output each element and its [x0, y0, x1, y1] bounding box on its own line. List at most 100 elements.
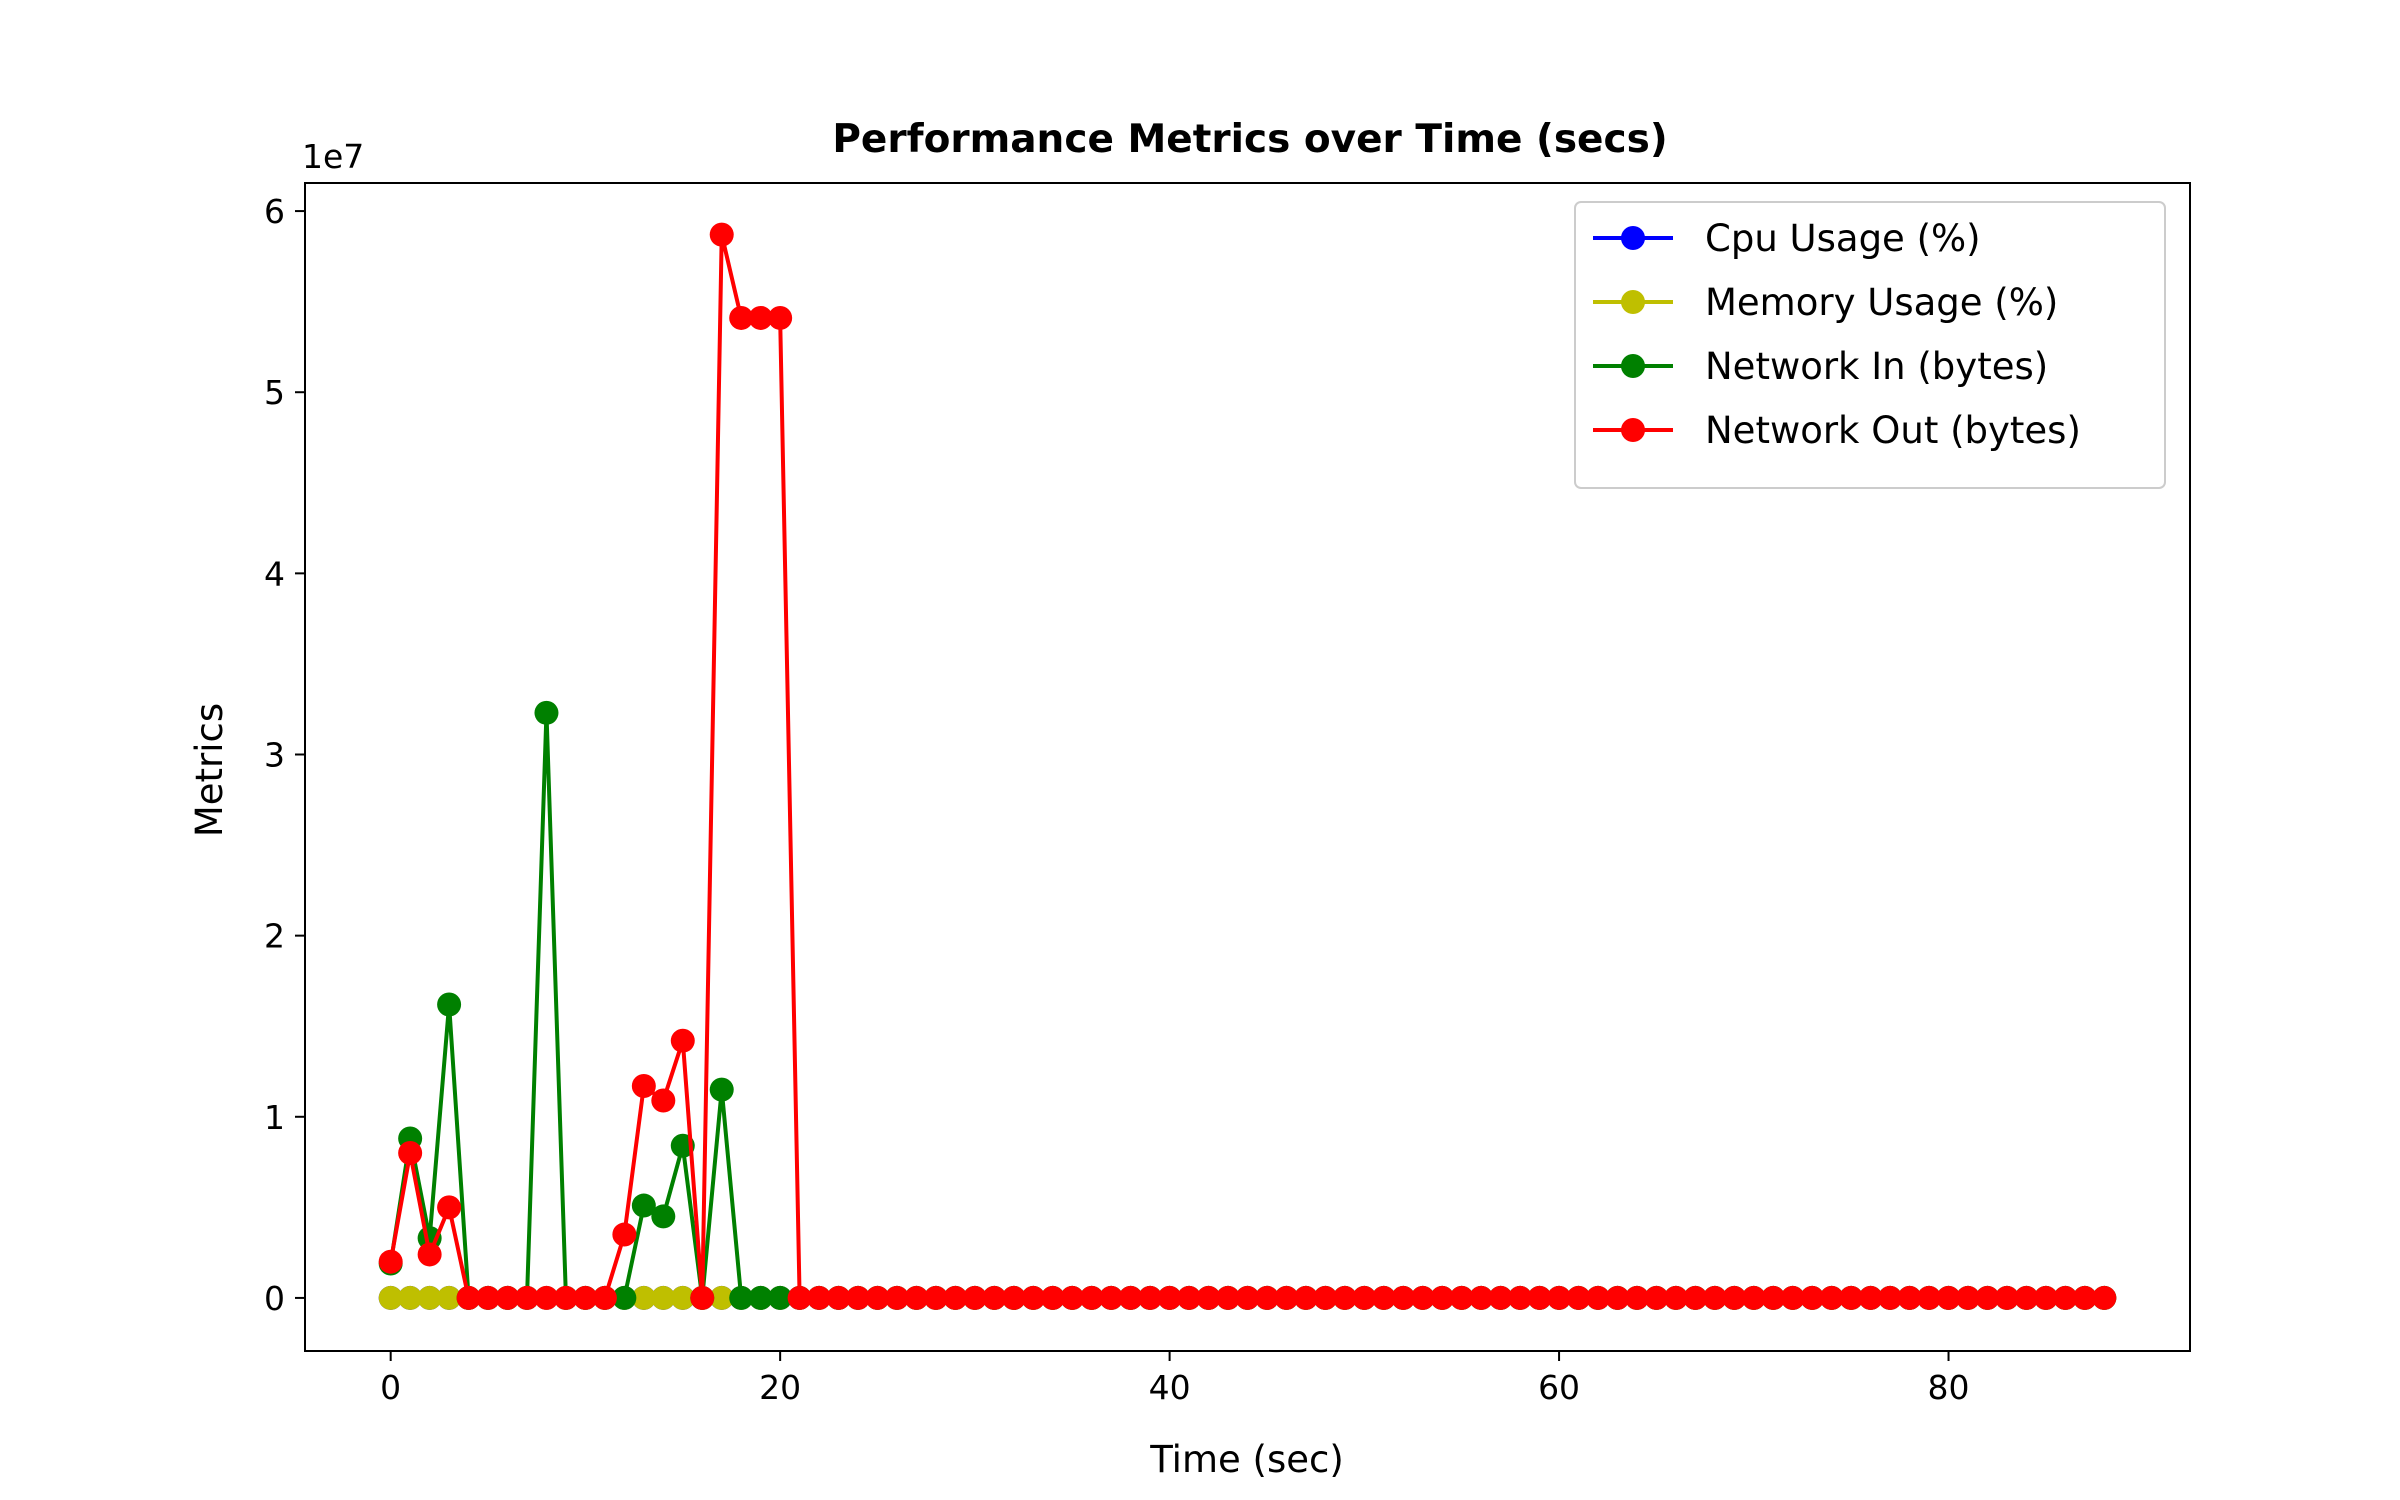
x-tick-label: 0 [380, 1368, 401, 1407]
legend: Cpu Usage (%) Memory Usage (%) Network In … [1574, 201, 2166, 489]
data-point [709, 1077, 734, 1102]
x-axis-ticks: 0 20 40 60 80 [380, 1351, 1970, 1407]
data-point [1936, 1285, 1961, 1310]
plot-series [378, 222, 2117, 1310]
legend-label: Network In (bytes) [1705, 345, 2048, 388]
y-axis-ticks: 0 1 2 3 4 5 6 [264, 192, 305, 1318]
data-point [1254, 1285, 1279, 1310]
data-point [1177, 1285, 1202, 1310]
data-point [378, 1249, 403, 1274]
data-point [1313, 1285, 1338, 1310]
data-point [573, 1285, 598, 1310]
data-point [670, 1285, 695, 1310]
data-point [729, 1285, 754, 1310]
chart-title: Performance Metrics over Time (secs) [832, 117, 1667, 162]
legend-item: Memory Usage (%) [1593, 281, 2058, 324]
y-tick-label: 0 [264, 1279, 285, 1318]
data-point [437, 992, 462, 1017]
data-point [398, 1285, 423, 1310]
data-point [1897, 1285, 1922, 1310]
legend-swatch-marker [1621, 354, 1645, 378]
data-point [670, 1028, 695, 1053]
data-point [1391, 1285, 1416, 1310]
data-point [1839, 1285, 1864, 1310]
data-point [1216, 1285, 1241, 1310]
data-point [1138, 1285, 1163, 1310]
x-tick-label: 40 [1149, 1368, 1191, 1407]
data-point [2072, 1285, 2097, 1310]
legend-label: Memory Usage (%) [1705, 281, 2058, 324]
data-point [1118, 1285, 1143, 1310]
data-point [943, 1285, 968, 1310]
data-point [1196, 1285, 1221, 1310]
data-point [690, 1285, 715, 1310]
data-point [1469, 1285, 1494, 1310]
legend-swatch-marker [1621, 226, 1645, 250]
y-tick-label: 4 [264, 554, 285, 593]
data-point [1975, 1285, 2000, 1310]
data-point [612, 1222, 637, 1247]
plot-frame [304, 182, 2191, 1352]
data-point [651, 1204, 676, 1229]
data-point [1352, 1285, 1377, 1310]
data-point [631, 1285, 656, 1310]
data-point [1508, 1285, 1533, 1310]
data-point [1878, 1285, 1903, 1310]
data-point [592, 1285, 617, 1310]
data-point [2014, 1285, 2039, 1310]
data-point [534, 700, 559, 725]
data-point [1741, 1285, 1766, 1310]
legend-item: Network Out (bytes) [1593, 409, 2081, 452]
y-axis-label: Metrics [188, 703, 231, 837]
data-point [768, 1285, 793, 1310]
data-point [1099, 1285, 1124, 1310]
data-point [1858, 1285, 1883, 1310]
data-point [1040, 1285, 1065, 1310]
x-tick-label: 60 [1538, 1368, 1580, 1407]
data-point [1079, 1285, 1104, 1310]
legend-swatch-marker [1621, 418, 1645, 442]
data-point [1994, 1285, 2019, 1310]
y-tick-label: 3 [264, 736, 285, 775]
data-point [1371, 1285, 1396, 1310]
data-point [1917, 1285, 1942, 1310]
data-point [962, 1285, 987, 1310]
data-point [1566, 1285, 1591, 1310]
data-point [1780, 1285, 1805, 1310]
data-point [514, 1285, 539, 1310]
data-point [495, 1285, 520, 1310]
data-point [651, 1088, 676, 1113]
legend-label: Network Out (bytes) [1705, 409, 2081, 452]
data-point [1624, 1285, 1649, 1310]
data-point [2053, 1285, 2078, 1310]
series-network-out-bytes [378, 222, 2117, 1310]
legend-label: Cpu Usage (%) [1705, 217, 1981, 260]
data-point [1021, 1285, 1046, 1310]
data-point [807, 1285, 832, 1310]
data-point [2033, 1285, 2058, 1310]
data-point [923, 1285, 948, 1310]
data-point [1605, 1285, 1630, 1310]
data-point [904, 1285, 929, 1310]
data-point [1586, 1285, 1611, 1310]
data-point [1956, 1285, 1981, 1310]
data-point [1683, 1285, 1708, 1310]
legend-swatch-marker [1621, 290, 1645, 314]
data-point [417, 1285, 442, 1310]
y-tick-label: 5 [264, 373, 285, 412]
legend-box [1574, 201, 2166, 489]
data-point [612, 1285, 637, 1310]
x-axis-label: Time (sec) [1149, 1438, 1344, 1481]
data-point [1800, 1285, 1825, 1310]
data-point [1157, 1285, 1182, 1310]
data-point [1488, 1285, 1513, 1310]
data-point [1819, 1285, 1844, 1310]
data-point [437, 1195, 462, 1220]
data-point [1702, 1285, 1727, 1310]
data-point [1527, 1285, 1552, 1310]
data-point [456, 1285, 481, 1310]
data-point [398, 1141, 423, 1166]
data-point [1293, 1285, 1318, 1310]
data-point [1235, 1285, 1260, 1310]
data-point [1274, 1285, 1299, 1310]
